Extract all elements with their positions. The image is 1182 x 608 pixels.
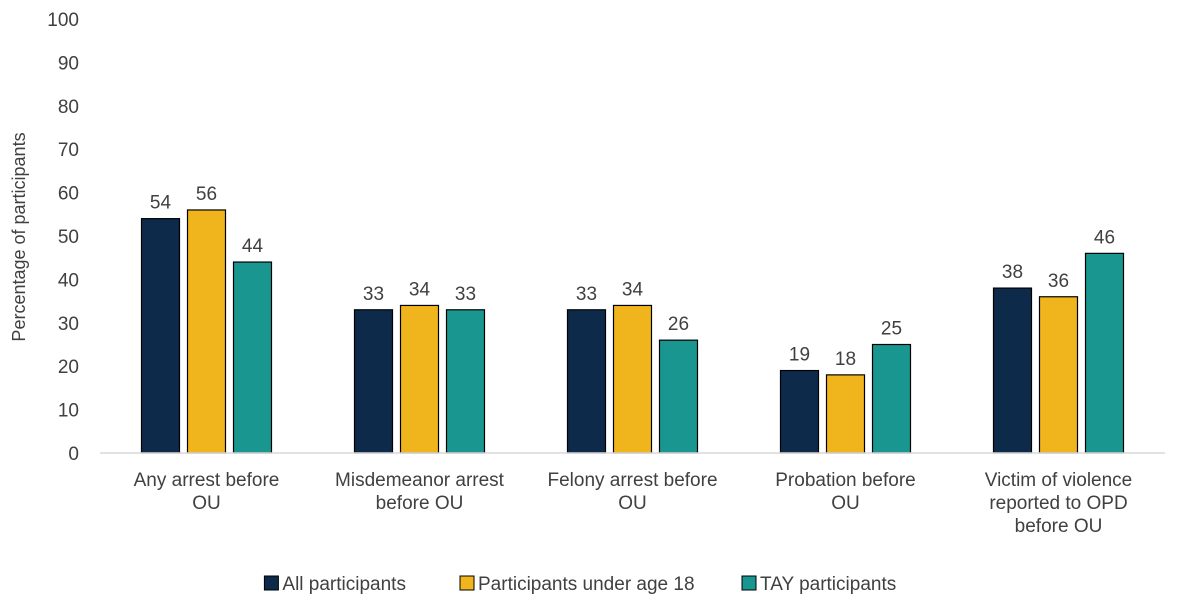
- legend-item: All participants: [263, 574, 406, 595]
- data-label: 33: [576, 284, 597, 305]
- bar: [232, 261, 273, 454]
- category-label: Victim of violence reported to OPD before …: [985, 470, 1133, 537]
- y-tick-label: 80: [58, 97, 79, 118]
- data-label: 33: [455, 284, 476, 305]
- data-label: 34: [622, 279, 644, 300]
- y-tick-label: 30: [58, 314, 79, 335]
- data-label: 56: [196, 184, 217, 205]
- data-label: 36: [1048, 271, 1069, 292]
- y-tick-label: 40: [58, 270, 79, 291]
- y-tick-label: 10: [58, 401, 79, 422]
- bar: [353, 309, 394, 454]
- y-tick-label: 60: [58, 184, 79, 205]
- data-label: 26: [668, 314, 689, 335]
- y-tick-label: 50: [58, 227, 79, 248]
- legend-swatch: [741, 575, 757, 591]
- category-label: Misdemeanor arrest before OU: [335, 470, 505, 514]
- bar: [186, 209, 227, 454]
- legend-item: TAY participants: [741, 574, 896, 595]
- category-label: Probation before OU: [775, 470, 916, 514]
- bar: [1084, 252, 1125, 454]
- bar: [779, 369, 820, 454]
- legend: All participants Participants under age 1…: [263, 574, 896, 595]
- data-label: 34: [409, 279, 431, 300]
- y-axis-title: Percentage of participants: [9, 132, 29, 341]
- bar: [612, 304, 653, 454]
- data-label: 54: [150, 193, 172, 214]
- y-tick-label: 70: [58, 140, 79, 161]
- legend-label: Participants under age 18: [478, 574, 695, 595]
- legend-swatch: [263, 575, 279, 591]
- y-tick-label: 100: [47, 10, 79, 31]
- data-label: 33: [363, 284, 384, 305]
- data-label: 38: [1002, 262, 1023, 283]
- bar: [566, 309, 607, 454]
- y-tick-label: 20: [58, 357, 79, 378]
- category-label: Any arrest before OU: [134, 470, 280, 514]
- category-labels-group: Any arrest before OU Misdemeanor arrest bef…: [134, 470, 1133, 537]
- y-tick-label: 0: [68, 444, 79, 465]
- bar: [658, 339, 699, 454]
- data-label: 25: [881, 319, 902, 340]
- data-labels-group: 54 56 44 33 34 33 33 34 26 19 18 25 38 36 46: [150, 184, 1115, 370]
- legend-label: All participants: [282, 574, 406, 595]
- data-label: 44: [242, 236, 264, 257]
- bar: [825, 374, 866, 454]
- y-axis-ticks: 0 10 20 30 40 50 60 70 80 90 100: [47, 10, 79, 465]
- legend-label: TAY participants: [760, 574, 896, 595]
- y-tick-label: 90: [58, 53, 79, 74]
- bar: [140, 218, 181, 454]
- data-label: 46: [1094, 227, 1115, 248]
- category-label: Felony arrest before OU: [547, 470, 717, 514]
- data-label: 19: [789, 345, 810, 366]
- data-label: 18: [835, 349, 856, 370]
- bar: [399, 304, 440, 454]
- bar: [992, 287, 1033, 454]
- bar: [445, 309, 486, 454]
- bar: [871, 343, 912, 454]
- legend-item: Participants under age 18: [459, 574, 695, 595]
- bar: [1038, 296, 1079, 454]
- bars-group: [140, 209, 1125, 454]
- legend-swatch: [459, 575, 475, 591]
